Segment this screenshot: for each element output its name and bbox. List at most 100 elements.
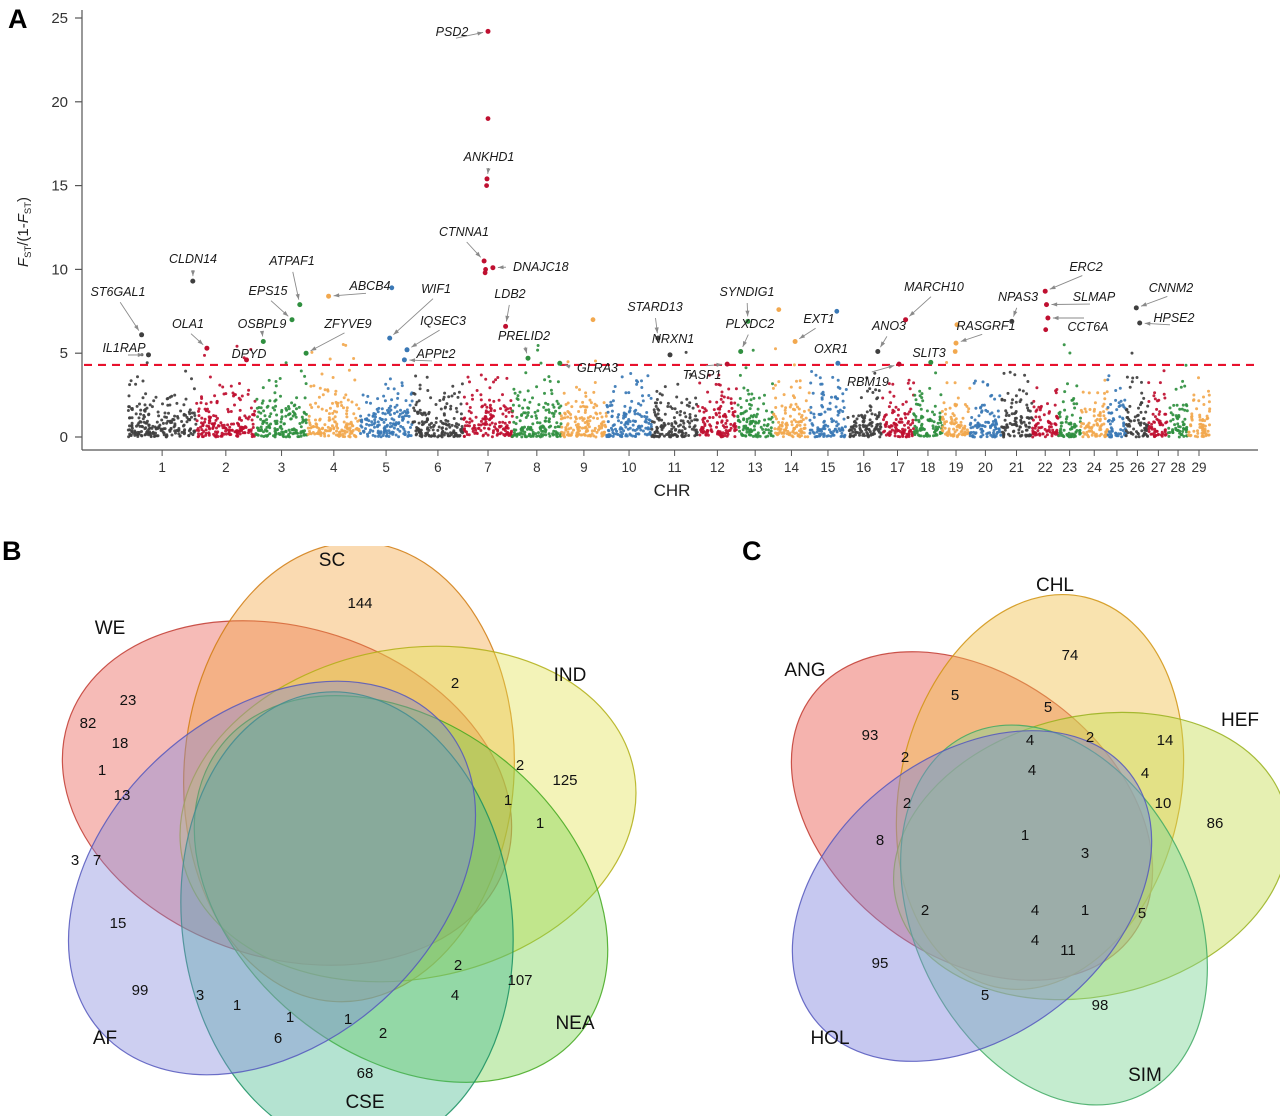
- manhattan-point: [1135, 376, 1139, 379]
- manhattan-point: [273, 408, 277, 412]
- manhattan-point: [264, 428, 267, 432]
- manhattan-point: [135, 424, 138, 428]
- manhattan-point: [441, 426, 444, 430]
- manhattan-point: [1059, 421, 1063, 425]
- manhattan-point: [332, 431, 336, 435]
- manhattan-point: [731, 410, 735, 414]
- manhattan-point: [584, 394, 588, 398]
- manhattan-point: [645, 411, 649, 414]
- manhattan-point: [750, 392, 754, 396]
- manhattan-point: [418, 387, 422, 391]
- manhattan-point: [584, 391, 588, 395]
- gene-label-ATPAF1: ATPAF1: [268, 254, 314, 268]
- manhattan-point: [968, 434, 972, 438]
- manhattan-point: [261, 399, 265, 403]
- manhattan-point: [322, 431, 326, 435]
- manhattan-point: [319, 434, 323, 437]
- manhattan-point: [773, 383, 777, 387]
- manhattan-point: [603, 423, 607, 427]
- manhattan-point: [753, 428, 756, 432]
- manhattan-point: [772, 413, 776, 416]
- manhattan-point: [488, 386, 492, 390]
- manhattan-point: [584, 408, 587, 412]
- manhattan-point: [720, 419, 724, 423]
- manhattan-point: [128, 383, 132, 387]
- x-tick-label: 24: [1087, 460, 1103, 475]
- gene-point-ANKHD1: [484, 176, 490, 182]
- manhattan-point: [414, 403, 418, 407]
- manhattan-point: [1123, 398, 1127, 402]
- manhattan-point: [945, 381, 949, 385]
- manhattan-point: [585, 429, 589, 433]
- manhattan-point: [401, 415, 405, 419]
- manhattan-point: [900, 417, 903, 421]
- manhattan-point: [693, 434, 697, 438]
- manhattan-point: [265, 418, 269, 422]
- manhattan-point: [1079, 416, 1082, 420]
- manhattan-point: [775, 417, 778, 421]
- manhattan-point: [706, 390, 710, 394]
- manhattan-point: [273, 399, 277, 403]
- manhattan-point: [811, 391, 815, 395]
- manhattan-point: [854, 424, 858, 428]
- manhattan-point: [863, 414, 867, 418]
- manhattan-point: [662, 434, 666, 438]
- manhattan-point: [909, 423, 912, 427]
- manhattan-point: [1139, 403, 1142, 407]
- manhattan-point: [479, 393, 483, 397]
- manhattan-point: [719, 434, 723, 438]
- manhattan-point: [139, 420, 143, 424]
- manhattan-point: [220, 423, 224, 427]
- manhattan-point: [564, 403, 568, 406]
- manhattan-point: [489, 407, 493, 411]
- manhattan-point: [288, 412, 292, 416]
- manhattan-point: [797, 412, 801, 416]
- manhattan-point: [794, 420, 798, 424]
- manhattan-point: [672, 416, 676, 420]
- manhattan-point: [441, 429, 445, 433]
- manhattan-point: [694, 396, 698, 400]
- manhattan-point: [628, 432, 632, 436]
- venn-region-count: 1: [504, 792, 512, 809]
- manhattan-point: [445, 423, 449, 427]
- gene-arrowhead: [282, 311, 289, 317]
- manhattan-point: [236, 432, 240, 436]
- manhattan-point: [195, 428, 199, 432]
- outlier-point: [834, 308, 840, 314]
- manhattan-point: [455, 425, 459, 429]
- manhattan-point: [1175, 403, 1179, 407]
- manhattan-point: [380, 418, 384, 421]
- manhattan-point: [655, 398, 659, 401]
- manhattan-point: [544, 433, 548, 437]
- manhattan-point: [694, 414, 698, 418]
- manhattan-point: [485, 405, 489, 409]
- manhattan-point: [613, 385, 617, 388]
- manhattan-point: [1009, 405, 1013, 409]
- manhattan-point: [602, 432, 606, 436]
- manhattan-point: [749, 428, 753, 432]
- manhattan-point: [641, 399, 645, 403]
- manhattan-point: [1196, 435, 1199, 439]
- manhattan-point: [1020, 430, 1024, 434]
- manhattan-point: [708, 400, 712, 404]
- manhattan-point: [142, 420, 146, 424]
- manhattan-point: [289, 417, 293, 421]
- manhattan-point: [473, 431, 477, 435]
- manhattan-point: [1031, 418, 1035, 422]
- manhattan-point: [144, 392, 148, 396]
- manhattan-point: [870, 420, 874, 424]
- manhattan-point: [244, 426, 248, 429]
- gene-point-EPS15: [289, 317, 295, 323]
- manhattan-point: [744, 426, 748, 430]
- manhattan-point: [941, 425, 945, 429]
- manhattan-point: [873, 371, 877, 375]
- manhattan-point: [868, 418, 872, 422]
- manhattan-point: [793, 408, 797, 412]
- gene-label-RBM19: RBM19: [847, 375, 889, 389]
- manhattan-point: [890, 428, 894, 432]
- venn-region-count: 2: [516, 757, 524, 774]
- manhattan-point: [233, 393, 237, 397]
- manhattan-point: [162, 431, 166, 435]
- manhattan-point: [297, 405, 301, 409]
- manhattan-point: [323, 434, 327, 438]
